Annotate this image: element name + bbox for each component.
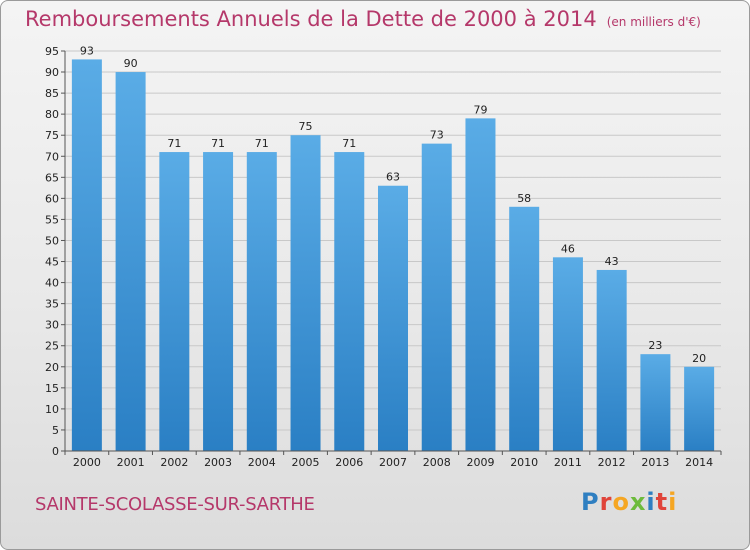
bar-2008 [421,143,452,451]
bar-2013 [640,354,671,451]
x-tick-label-2000: 2000 [73,456,101,469]
y-axis-ticks: 0 5 10 15 20 25 30 35 40 45 50 55 60 65 70 75 80 85 90 95 [45,45,65,458]
bar-2007 [378,185,408,451]
proxiti-logo: Proxiti [581,488,677,516]
y-tick-label: 10 [45,403,59,416]
bar-2004 [246,152,277,452]
y-tick-label: 15 [45,382,59,395]
bars: 93 90 71 71 71 75 71 63 73 79 58 46 43 23 20 [71,44,715,452]
chart-unit: (en milliers d'€) [606,15,701,29]
data-label-2001: 90 [124,57,138,70]
y-tick-label: 60 [45,192,59,205]
data-label-2003: 71 [211,137,225,150]
logo-letter: o [612,488,630,516]
y-tick-label: 20 [45,361,59,374]
chart-title-text: Remboursements Annuels de la Dette de 20… [25,7,597,31]
y-tick-label: 95 [45,45,59,58]
bar-2010 [509,206,540,451]
y-tick-label: 45 [45,256,59,269]
y-tick-label: 90 [45,66,59,79]
bar-2000 [71,59,102,451]
y-tick-label: 70 [45,150,59,163]
data-label-2007: 63 [386,171,400,184]
x-tick-label-2008: 2008 [423,456,451,469]
data-label-2008: 73 [430,129,444,142]
bar-2011 [552,257,583,451]
x-axis-ticks: 2000 2001 2002 2003 2004 2005 2006 2007 2008 2009… [64,451,722,469]
x-tick-label-2005: 2005 [292,456,320,469]
bar-2002 [159,152,190,452]
data-label-2005: 75 [299,120,313,133]
x-tick-label-2004: 2004 [248,456,276,469]
data-label-2006: 71 [342,137,356,150]
data-label-2013: 23 [648,339,662,352]
x-tick-label-2003: 2003 [204,456,232,469]
x-tick-label-2009: 2009 [466,456,494,469]
municipality-name: SAINTE-SCOLASSE-SUR-SARTHE [35,494,315,515]
data-label-2011: 46 [561,242,575,255]
y-tick-label: 25 [45,340,59,353]
data-label-2004: 71 [255,137,269,150]
x-tick-label-2013: 2013 [641,456,669,469]
data-label-2010: 58 [517,192,531,205]
y-tick-label: 50 [45,234,59,247]
chart-title: Remboursements Annuels de la Dette de 20… [25,7,701,31]
logo-letter: t [655,488,669,516]
x-tick-label-2014: 2014 [685,456,713,469]
logo-letter: x [629,488,647,516]
y-tick-label: 35 [45,298,59,311]
bar-2006 [334,152,365,452]
data-label-2014: 20 [692,352,706,365]
data-label-2012: 43 [605,255,619,268]
x-tick-label-2001: 2001 [117,456,145,469]
data-label-2002: 71 [167,137,181,150]
logo-letter: i [646,488,656,516]
x-tick-label-2007: 2007 [379,456,407,469]
bar-2001 [115,72,146,451]
x-tick-label-2011: 2011 [554,456,582,469]
logo-letter: P [581,488,600,516]
bar-2003 [203,152,234,452]
bar-2009 [465,118,496,452]
y-tick-label: 65 [45,171,59,184]
y-tick-label: 40 [45,277,59,290]
y-tick-label: 5 [52,424,59,437]
data-label-2000: 93 [80,44,94,57]
y-tick-label: 75 [45,129,59,142]
y-tick-label: 80 [45,108,59,121]
x-tick-label-2010: 2010 [510,456,538,469]
x-tick-label-2012: 2012 [598,456,626,469]
logo-letter: r [599,488,613,516]
y-tick-label: 55 [45,213,59,226]
y-tick-label: 30 [45,319,59,332]
bar-2012 [596,269,627,451]
y-tick-label: 0 [52,445,59,458]
x-tick-label-2002: 2002 [160,456,188,469]
logo-letter: i [668,488,678,516]
bar-2005 [290,135,321,452]
y-tick-label: 85 [45,87,59,100]
x-tick-label-2006: 2006 [335,456,363,469]
bar-chart: 0 5 10 15 20 25 30 35 40 45 50 55 60 65 70 75 80 85 90 95 9… [45,44,722,469]
bar-2014 [684,366,715,451]
data-label-2009: 79 [473,103,487,116]
